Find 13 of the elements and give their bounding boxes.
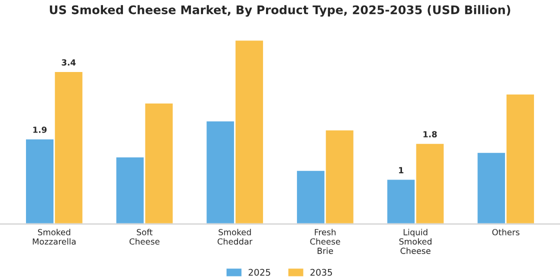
data-label: 3.4 [62, 59, 76, 66]
chart-title: US Smoked Cheese Market, By Product Type, 2025-2035 (USD Billion) [50, 5, 510, 17]
data-label: 1 [399, 167, 404, 174]
x-tick-label: Smoked Cheddar [218, 228, 253, 245]
legend-label: 2035 [310, 268, 332, 276]
x-tick-label: Liquid Smoked Cheese [399, 228, 432, 254]
x-tick-label: Soft Cheese [130, 228, 160, 245]
x-tick-label: Fresh Cheese Brie [310, 228, 340, 254]
data-label: 1.8 [423, 131, 437, 138]
data-label: 1.9 [33, 126, 47, 133]
x-tick-label: Others [492, 228, 520, 236]
x-tick-label: Smoked Mozzarella [32, 228, 76, 245]
legend-label: 2025 [248, 268, 270, 276]
